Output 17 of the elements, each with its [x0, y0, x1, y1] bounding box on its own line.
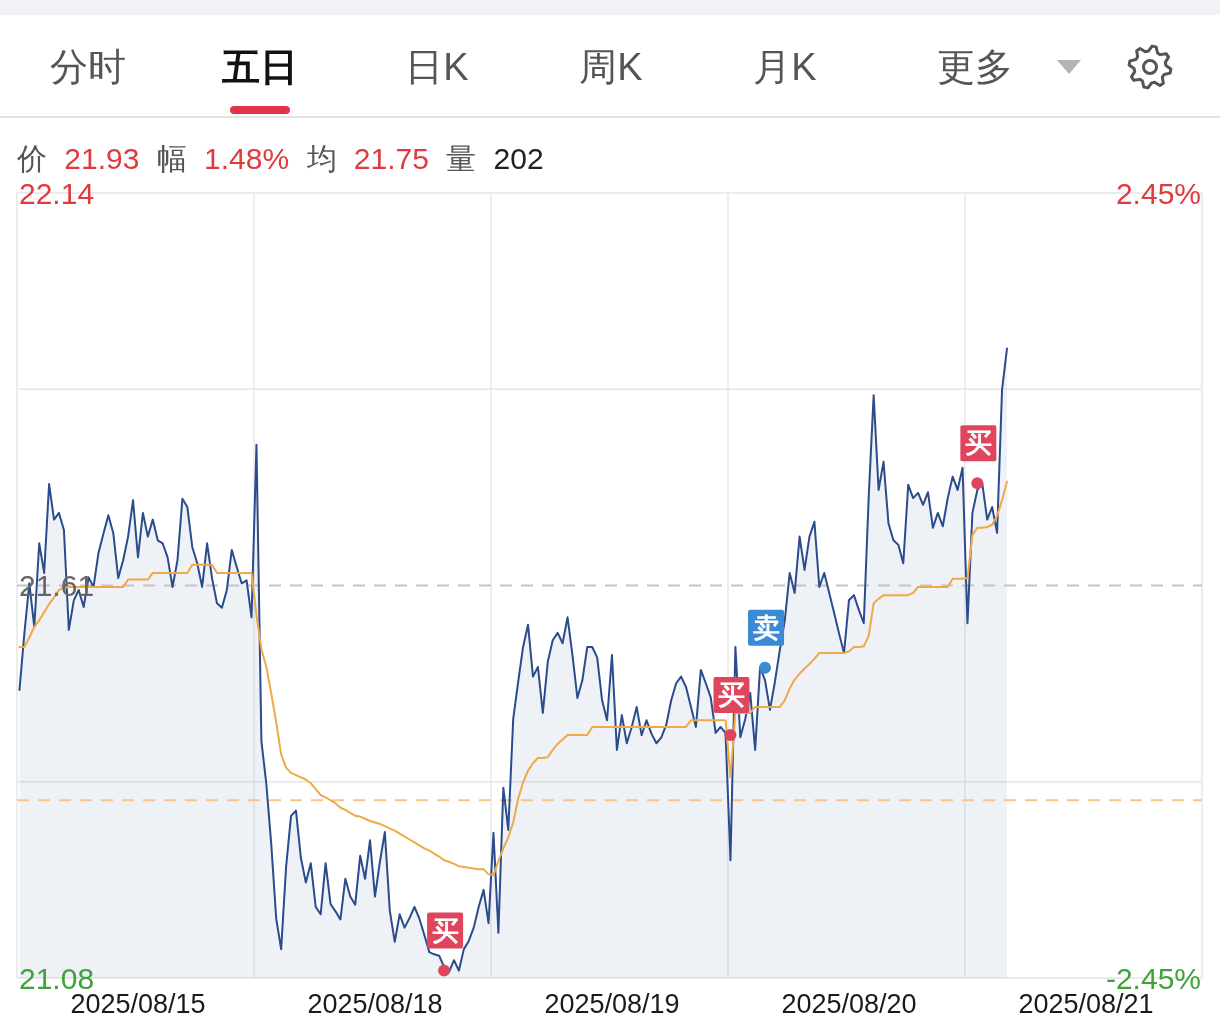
tab-label: 日K: [405, 46, 469, 88]
tab-label: 周K: [579, 46, 643, 88]
subtitle: 价 21.93 幅 1.48% 均 21.75 量 202: [17, 141, 544, 175]
tab-label: 分时: [50, 46, 126, 88]
tab-label: 五日: [222, 46, 298, 88]
x-tick-label: 2025/08/20: [781, 989, 917, 1019]
series-label: 买: [964, 428, 992, 459]
series-label: 卖: [752, 612, 780, 643]
series-label: 买: [717, 680, 745, 711]
tab-label: 月K: [753, 46, 817, 88]
tab-label: 更多: [937, 46, 1013, 88]
x-tick-label: 2025/08/18: [307, 989, 443, 1019]
x-tick-label: 2025/08/19: [544, 989, 680, 1019]
y2-tick-label: 2.45%: [1115, 176, 1201, 210]
y-tick-label: 22.14: [19, 176, 95, 210]
series-label: 买: [431, 915, 459, 946]
x-tick-label: 2025/08/21: [1018, 989, 1154, 1019]
